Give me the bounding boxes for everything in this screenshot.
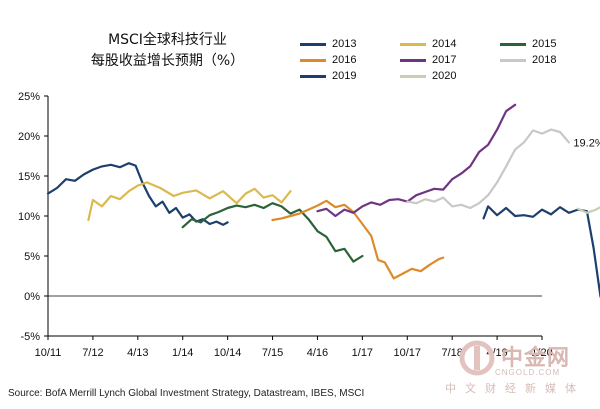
series-line-2016 [271,199,445,280]
series-line-2017 [316,103,517,218]
x-tick-label-4-13: 4/13 [127,347,148,359]
legend-swatch-2015 [500,42,526,46]
legend-item-2016: 2016 [300,54,356,66]
legend-swatch-2014 [400,42,426,46]
legend-swatch-2017 [400,58,426,62]
x-tick-label-7-12: 7/12 [82,347,103,359]
watermark: 中金网 CNGOLD.COM 中文财经新媒体 [445,340,595,400]
legend-item-2017: 2017 [400,54,456,66]
x-tick-label-1-17: 1/17 [352,347,373,359]
watermark-domain: CNGOLD.COM [495,368,561,377]
legend-swatch-2013 [300,42,326,46]
chart-title-line-1: MSCI全球科技行业 [108,32,227,48]
legend-label-2016: 2016 [332,54,357,66]
legend-label-2019: 2019 [332,70,357,82]
series-line-2019 [482,205,600,299]
y-tick-label-0: 0% [24,291,40,303]
legend-swatch-2020 [400,74,426,78]
legend-swatch-2018 [500,58,526,62]
legend-label-2018: 2018 [532,54,557,66]
x-tick-label-4-16: 4/16 [307,347,328,359]
series-line-2018 [406,128,571,210]
y-tick-label-20: 20% [18,131,40,143]
chart-title: MSCI全球科技行业 每股收益增长预期（%） [65,30,270,72]
series-line-2013 [46,162,229,226]
legend-item-2013: 2013 [300,38,356,50]
x-tick-label-1-20: 1/20 [531,347,552,359]
y-tick-label-5: -5% [20,331,40,343]
y-tick-label-5: 5% [24,251,40,263]
watermark-brand: 中金网 [501,346,571,371]
x-tick-label-7-18: 7/18 [441,347,462,359]
legend-item-2015: 2015 [500,38,556,50]
legend-item-2014: 2014 [400,38,456,50]
series-line-2020 [576,206,600,214]
watermark-subtitle: 中文财经新媒体 [445,382,585,395]
chart-title-line-2: 每股收益增长预期（%） [90,53,245,69]
legend-label-2017: 2017 [432,54,457,66]
legend-label-2020: 2020 [432,70,457,82]
legend-swatch-2016 [300,58,326,62]
data-label-19-2: 19.2% [573,137,600,149]
series-line-2014 [87,181,292,222]
legend-item-2019: 2019 [300,70,356,82]
legend-label-2013: 2013 [332,38,357,50]
legend-label-2014: 2014 [432,38,457,50]
series-line-2015 [181,202,364,263]
chart-legend: 2013 2014 2015 2016 2017 2018 2019 2020 [300,38,600,88]
legend-label-2015: 2015 [532,38,557,50]
x-tick-label-7-15: 7/15 [262,347,283,359]
legend-item-2020: 2020 [400,70,456,82]
watermark-logo-icon [459,340,495,376]
chart-source: Source: BofA Merrill Lynch Global Invest… [8,388,365,399]
legend-item-2018: 2018 [500,54,556,66]
x-tick-label-10-17: 10/17 [394,347,422,359]
legend-swatch-2019 [300,74,326,78]
y-tick-label-15: 15% [18,171,40,183]
x-tick-label-10-14: 10/14 [214,347,242,359]
y-tick-label-10: 10% [18,211,40,223]
x-tick-label-10-11: 10/11 [35,347,62,359]
x-tick-label-1-14: 1/14 [172,347,193,359]
y-tick-label-25: 25% [18,91,40,103]
